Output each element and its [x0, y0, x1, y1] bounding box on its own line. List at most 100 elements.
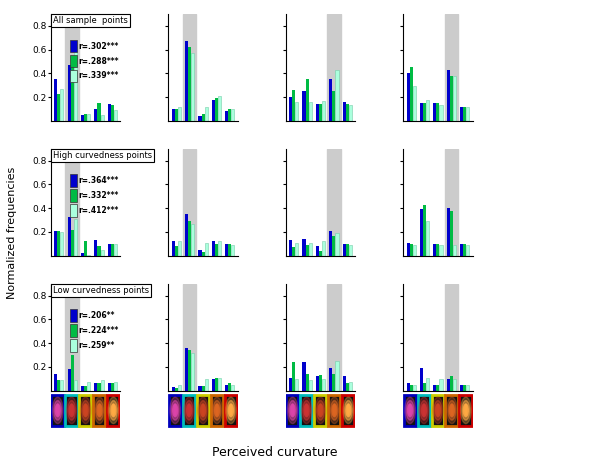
Bar: [111, 244, 114, 256]
Bar: [306, 374, 309, 391]
Bar: [303, 91, 306, 121]
Ellipse shape: [450, 404, 454, 416]
Circle shape: [199, 401, 207, 420]
Bar: [319, 375, 322, 391]
Circle shape: [55, 404, 60, 417]
Bar: [215, 244, 218, 256]
FancyBboxPatch shape: [70, 70, 76, 82]
Bar: [466, 385, 469, 391]
Circle shape: [329, 397, 340, 424]
Bar: [413, 385, 416, 391]
Circle shape: [315, 397, 326, 424]
FancyBboxPatch shape: [300, 395, 312, 426]
Bar: [447, 70, 450, 121]
Bar: [66, 149, 79, 256]
Bar: [94, 384, 97, 391]
Bar: [460, 106, 463, 121]
Bar: [322, 241, 325, 256]
Text: r=.259**: r=.259**: [79, 341, 115, 350]
Circle shape: [346, 404, 351, 417]
Bar: [327, 284, 341, 391]
Bar: [178, 241, 181, 256]
Bar: [97, 103, 100, 121]
Bar: [57, 93, 60, 121]
Ellipse shape: [84, 404, 87, 416]
Bar: [309, 380, 312, 391]
FancyBboxPatch shape: [314, 395, 327, 426]
Bar: [205, 106, 208, 121]
Bar: [171, 241, 175, 256]
Bar: [346, 384, 349, 391]
Circle shape: [97, 404, 102, 417]
Circle shape: [80, 397, 91, 424]
Ellipse shape: [56, 404, 60, 416]
Bar: [202, 252, 205, 256]
Text: r=.339***: r=.339***: [79, 72, 119, 80]
Bar: [407, 73, 410, 121]
Circle shape: [301, 397, 312, 424]
Circle shape: [447, 397, 457, 424]
Bar: [198, 386, 202, 391]
Bar: [100, 115, 104, 121]
Bar: [81, 253, 84, 256]
Bar: [225, 385, 228, 391]
Bar: [309, 243, 312, 256]
Bar: [433, 244, 436, 256]
Bar: [232, 385, 235, 391]
Bar: [450, 76, 453, 121]
Ellipse shape: [333, 404, 336, 416]
Bar: [450, 211, 453, 256]
FancyBboxPatch shape: [79, 395, 91, 426]
Bar: [87, 114, 90, 121]
Bar: [289, 378, 292, 391]
FancyBboxPatch shape: [183, 395, 195, 426]
Circle shape: [66, 397, 77, 424]
Text: High curvedness points: High curvedness points: [53, 151, 152, 160]
Bar: [183, 14, 196, 121]
Circle shape: [408, 404, 413, 417]
FancyBboxPatch shape: [404, 395, 416, 426]
Ellipse shape: [98, 404, 101, 416]
Ellipse shape: [112, 404, 115, 416]
Bar: [175, 246, 178, 256]
Bar: [410, 244, 413, 256]
FancyBboxPatch shape: [460, 395, 472, 426]
Bar: [346, 244, 349, 256]
Bar: [108, 384, 111, 391]
Bar: [54, 231, 57, 256]
Circle shape: [434, 401, 442, 420]
Circle shape: [229, 404, 233, 417]
FancyBboxPatch shape: [70, 54, 76, 67]
Circle shape: [173, 404, 178, 417]
Circle shape: [287, 397, 298, 424]
Bar: [97, 246, 100, 256]
Bar: [292, 362, 296, 391]
Bar: [336, 361, 338, 391]
FancyBboxPatch shape: [70, 309, 76, 322]
Bar: [445, 149, 458, 256]
Bar: [225, 244, 228, 256]
Bar: [306, 245, 309, 256]
Text: Normalized frequencies: Normalized frequencies: [7, 166, 17, 299]
Circle shape: [69, 404, 74, 417]
Bar: [218, 241, 221, 256]
Bar: [205, 243, 208, 256]
Bar: [333, 91, 336, 121]
FancyBboxPatch shape: [328, 395, 340, 426]
FancyBboxPatch shape: [432, 395, 444, 426]
Circle shape: [184, 397, 195, 424]
FancyBboxPatch shape: [417, 395, 430, 426]
Circle shape: [435, 404, 441, 417]
Bar: [57, 380, 60, 391]
Bar: [108, 104, 111, 121]
Circle shape: [226, 397, 236, 424]
Circle shape: [198, 397, 208, 424]
Circle shape: [420, 401, 428, 420]
Bar: [453, 76, 456, 121]
Circle shape: [418, 397, 429, 424]
Bar: [185, 214, 188, 256]
Bar: [343, 244, 346, 256]
Bar: [212, 241, 215, 256]
Bar: [94, 109, 97, 121]
Circle shape: [185, 401, 193, 420]
